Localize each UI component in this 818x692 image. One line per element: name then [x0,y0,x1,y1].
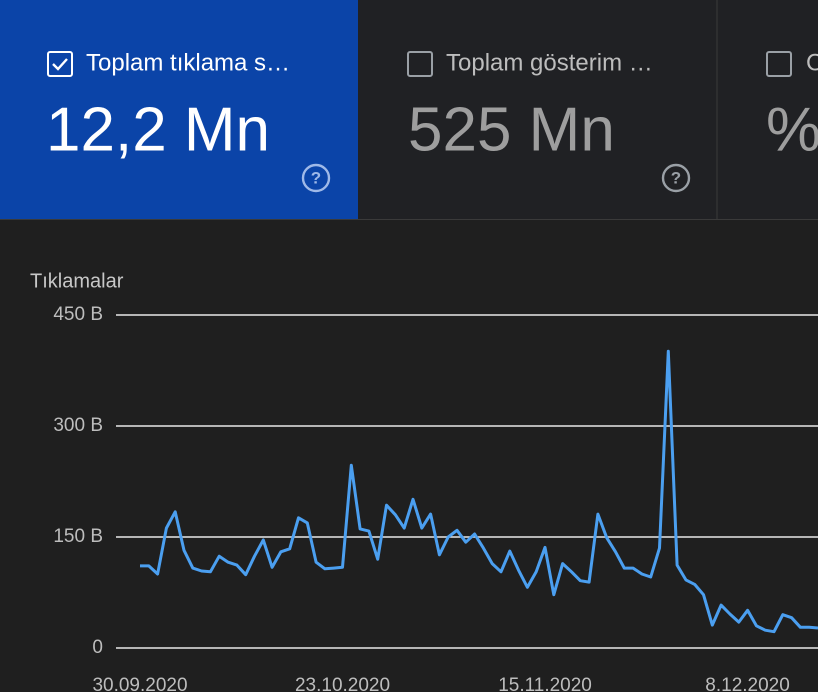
y-tick-label: 0 [92,637,103,658]
y-axis-title: Tıklamalar [30,270,124,292]
card-value: 12,2 Mn [46,95,270,164]
checkbox[interactable] [766,51,792,77]
check-mark [52,58,68,71]
card-title: Toplam tıklama s… [86,49,290,76]
help-glyph: ? [671,168,681,187]
x-tick-label: 23.10.2020 [295,675,390,692]
card-selected[interactable] [0,0,358,219]
card-title: Toplam gösterim … [446,49,653,76]
card-value: %2 [766,95,818,164]
help-glyph: ? [311,168,321,187]
data-line [140,349,818,634]
y-tick-label: 300 B [53,415,103,436]
help-icon[interactable] [661,163,691,193]
x-tick-label: 15.11.2020 [498,675,592,692]
x-tick-label: 8.12.2020 [705,675,790,692]
help-icon[interactable] [301,163,331,193]
checkbox[interactable] [47,51,73,77]
x-tick-label: 30.09.2020 [92,675,187,692]
card-value: 525 Mn [408,95,615,164]
y-tick-label: 450 B [53,304,103,325]
y-tick-label: 150 B [53,526,103,547]
card-title: C [806,49,818,76]
checkbox[interactable] [407,51,433,77]
